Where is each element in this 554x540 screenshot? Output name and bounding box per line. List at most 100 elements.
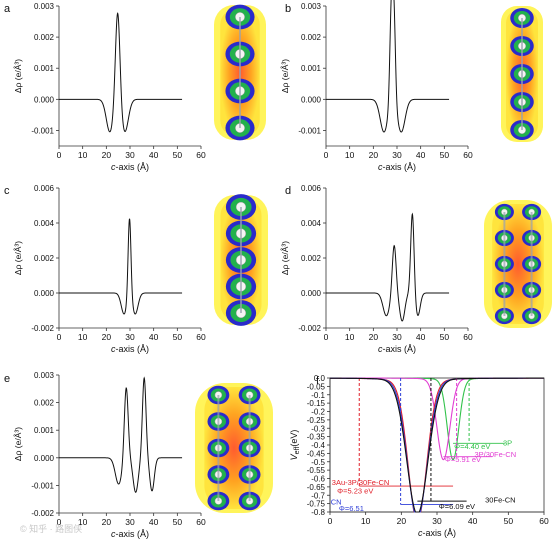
- panel-letter-b: b: [285, 3, 291, 15]
- y-tick-label: -0.35: [307, 433, 326, 442]
- y-tick-label: 0.002: [34, 33, 55, 42]
- y-tick-label: 0.003: [301, 2, 322, 11]
- y-tick-label: -0.001: [31, 126, 54, 135]
- y-tick-label: -0.4: [311, 441, 325, 450]
- y-tick-label: 0.002: [301, 33, 322, 42]
- work-function-label: Φ=6.09 eV: [439, 502, 475, 511]
- x-tick-label: 60: [196, 517, 206, 527]
- y-tick-label: 0.000: [34, 289, 55, 298]
- y-tick-label: 0.002: [34, 399, 55, 408]
- x-tick-label: 50: [440, 150, 450, 160]
- x-tick-label: 30: [392, 150, 402, 160]
- y-tick-label: 0.000: [301, 95, 322, 104]
- y-tick-label: 0.000: [34, 95, 55, 104]
- y-tick-label: -0.75: [307, 500, 326, 509]
- y-tick-label: 0.006: [34, 184, 55, 193]
- x-axis-label: c-axis (Å): [378, 344, 416, 354]
- x-tick-label: 60: [463, 332, 473, 342]
- y-tick-label: 0.003: [34, 2, 55, 11]
- x-tick-label: 0: [324, 150, 329, 160]
- y-tick-label: 0.001: [34, 426, 55, 435]
- watermark-text: © 知乎 · 路图侠: [20, 523, 82, 534]
- y-tick-label: -0.1: [311, 391, 325, 400]
- y-axis-label: Δρ (e/Å³): [280, 59, 290, 93]
- x-tick-label: 40: [149, 150, 159, 160]
- x-tick-label: 20: [369, 332, 379, 342]
- panel-a: a 0 10 20 30 40 50 60 -0.001 0.000 0.001 0.002 0.003…: [4, 2, 266, 172]
- x-tick-label: 60: [539, 516, 549, 526]
- panel-e: e 0 10 20 30 40 50 60 -0.002 -0.001 0.000 0.001 0.00…: [4, 371, 273, 539]
- charge-density-curve: [59, 12, 183, 133]
- x-tick-label: 20: [369, 150, 379, 160]
- series-30fe-cn: Φ=6.09 eV: [330, 377, 544, 513]
- x-tick-label: 30: [125, 517, 135, 527]
- x-tick-label: 10: [345, 150, 355, 160]
- x-tick-label: 50: [173, 332, 183, 342]
- panel-letter-f: f: [316, 375, 320, 387]
- y-tick-label: -0.002: [298, 324, 321, 333]
- series-name-label: CN: [331, 498, 342, 507]
- panel-f: f0 10 20 30 40 50 60-0.8-0.75-0.7-0.65-0.6-0.5…: [289, 374, 549, 538]
- series-name-label: 3P/30Fe-CN: [474, 450, 516, 459]
- potential-curve: [330, 377, 544, 513]
- x-axis-label: c-axis (Å): [111, 162, 149, 172]
- x-tick-label: 40: [416, 332, 426, 342]
- y-axis-label: Δρ (e/Å³): [13, 241, 23, 275]
- y-tick-label: 0.003: [34, 371, 55, 380]
- y-axis-label: Veff(eV): [289, 430, 301, 461]
- y-tick-label: -0.001: [31, 481, 54, 490]
- x-tick-label: 50: [440, 332, 450, 342]
- y-tick-label: -0.5: [311, 458, 325, 467]
- y-tick-label: -0.05: [307, 382, 326, 391]
- y-tick-label: -0.55: [307, 466, 326, 475]
- series-name-label: 30Fe-CN: [485, 495, 515, 504]
- x-tick-label: 10: [78, 150, 88, 160]
- x-tick-label: 30: [392, 332, 402, 342]
- y-tick-label: -0.8: [311, 508, 325, 517]
- x-tick-label: 10: [345, 332, 355, 342]
- x-tick-label: 0: [57, 150, 62, 160]
- y-tick-label: 0.002: [301, 254, 322, 263]
- y-axis-label: Δρ (e/Å³): [280, 241, 290, 275]
- panels-layer: a 0 10 20 30 40 50 60 -0.001 0.000 0.001 0.002 0.003…: [4, 0, 552, 539]
- panel-letter-d: d: [285, 185, 291, 197]
- y-axis-label: Δρ (e/Å³): [13, 59, 23, 93]
- x-tick-label: 0: [57, 517, 62, 527]
- panel-letter-a: a: [4, 3, 11, 15]
- work-function-label: Φ=5.91 eV: [445, 455, 481, 464]
- x-axis-label: c-axis (Å): [111, 344, 149, 354]
- y-tick-label: -0.3: [311, 424, 325, 433]
- x-tick-label: 60: [196, 332, 206, 342]
- y-tick-label: 0.000: [34, 454, 55, 463]
- x-axis-label: c-axis (Å): [418, 528, 456, 538]
- panel-letter-c: c: [4, 185, 10, 197]
- x-tick-label: 50: [504, 516, 514, 526]
- x-tick-label: 60: [196, 150, 206, 160]
- x-tick-label: 40: [468, 516, 478, 526]
- work-function-label: Φ=5.23 eV: [337, 487, 373, 496]
- y-tick-label: 0.001: [301, 64, 322, 73]
- x-tick-label: 50: [173, 150, 183, 160]
- x-tick-label: 30: [125, 332, 135, 342]
- x-tick-label: 40: [149, 517, 159, 527]
- y-tick-label: -0.7: [311, 491, 325, 500]
- series-name-label: 3Au-3P/30Fe-CN: [332, 478, 390, 487]
- y-tick-label: 0.001: [34, 64, 55, 73]
- x-tick-label: 10: [361, 516, 371, 526]
- y-tick-label: -0.001: [298, 126, 321, 135]
- panel-letter-e: e: [4, 373, 10, 385]
- x-tick-label: 60: [463, 150, 473, 160]
- x-tick-label: 20: [102, 150, 112, 160]
- y-tick-label: -0.65: [307, 483, 326, 492]
- series-name-label: 3P: [503, 438, 512, 447]
- x-tick-label: 40: [149, 332, 159, 342]
- y-tick-label: 0.002: [34, 254, 55, 263]
- x-tick-label: 40: [416, 150, 426, 160]
- x-tick-label: 10: [78, 332, 88, 342]
- y-tick-label: 0.004: [301, 219, 322, 228]
- y-tick-label: -0.2: [311, 408, 325, 417]
- charge-density-curve: [326, 212, 450, 322]
- x-tick-label: 30: [125, 150, 135, 160]
- x-tick-label: 20: [397, 516, 407, 526]
